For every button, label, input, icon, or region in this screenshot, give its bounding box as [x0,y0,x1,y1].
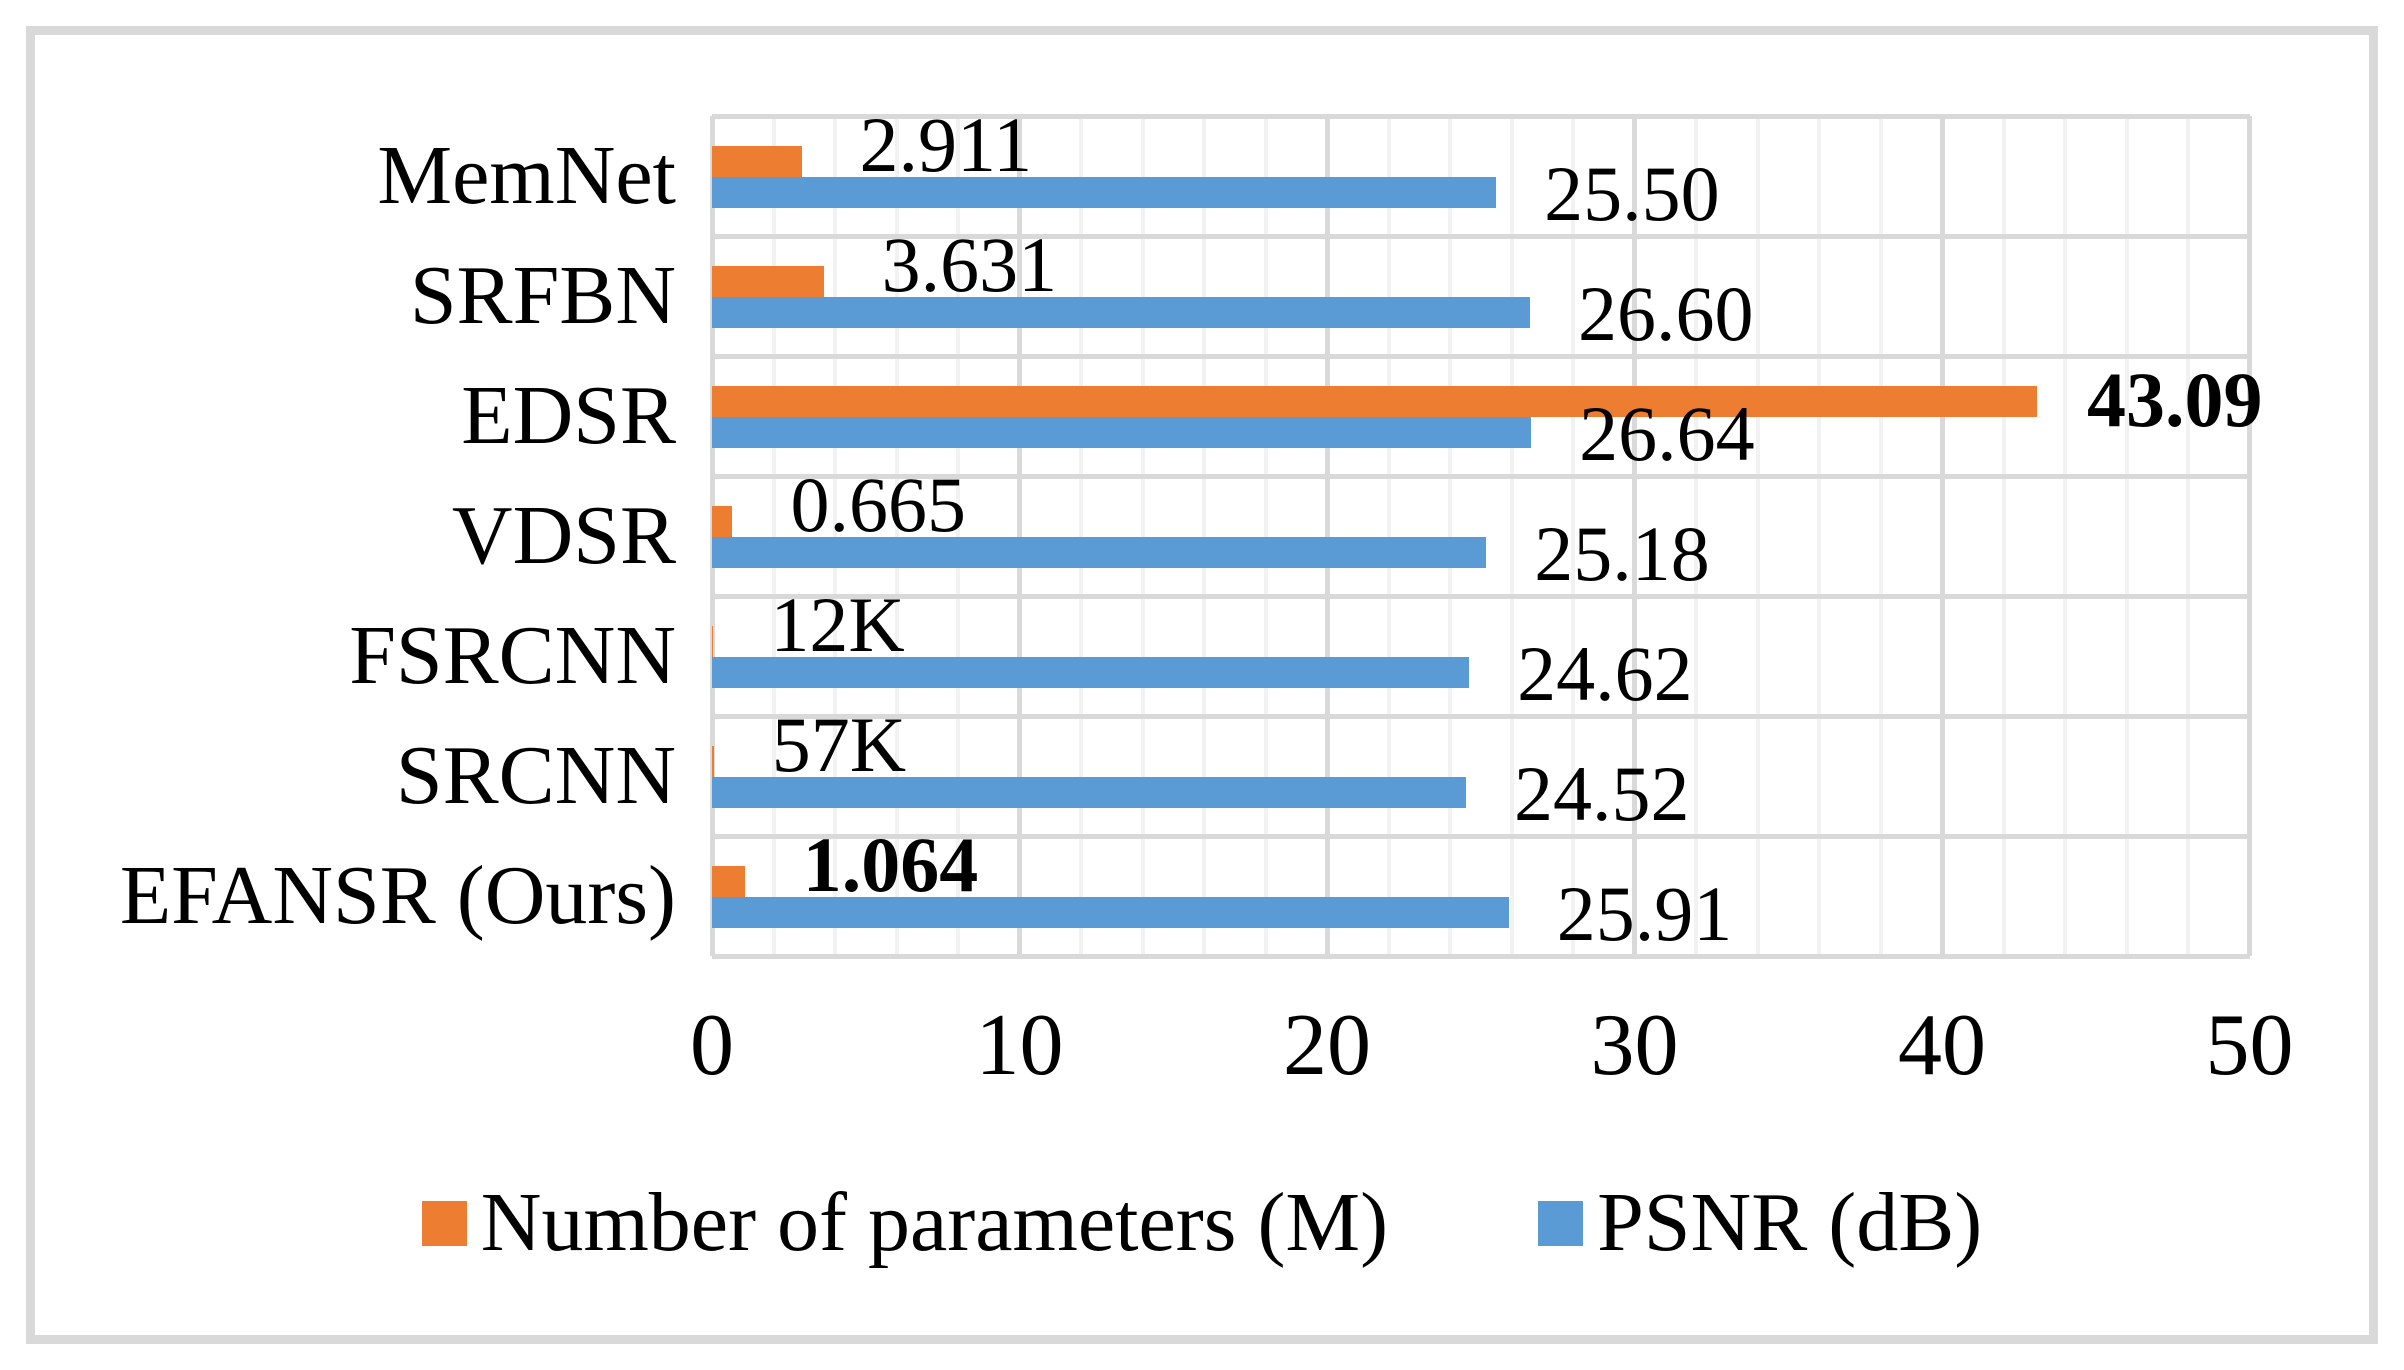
psnr-legend-label: PSNR (dB) [1597,1176,1983,1269]
legend-item-params: Number of parameters (M) [421,1176,1389,1269]
psnr-bar-srcnn [712,777,1466,808]
minor-gridline-24 [1448,116,1452,956]
minor-gridline-4 [833,116,837,956]
params-value-label-vdsr: 0.665 [790,461,966,548]
row-separator-4 [712,593,2250,599]
x-tick-label-40: 40 [1898,997,1986,1094]
minor-gridline-2 [771,116,776,956]
major-gridline-10 [1017,116,1022,956]
params-bar-vdsr [712,506,733,537]
plot-area: 2.911 25.50 3.631 26.60 43.09 26.64 0.665 25.18… [709,105,2263,959]
psnr-value-label-fsrcnn: 24.62 [1517,630,1693,717]
psnr-bar-vdsr [712,537,1487,568]
psnr-value-label-efansr-ours-: 25.91 [1556,870,1733,957]
minor-gridline-38 [1878,116,1883,956]
params-bar-srcnn [712,746,714,777]
params-bar-srfbn [712,266,824,297]
legend: Number of parameters (M) PSNR (dB) [0,1178,2404,1268]
row-separator-7 [712,953,2250,959]
psnr-legend-swatch [1538,1200,1584,1246]
minor-gridline-46 [2124,116,2129,956]
minor-gridline-48 [2186,116,2190,956]
row-separator-1 [712,233,2250,239]
x-tick-label-30: 30 [1590,997,1679,1094]
row-separator-5 [712,713,2250,719]
category-label-memnet: MemNet [377,129,676,222]
x-tick-label-20: 20 [1283,997,1371,1094]
minor-gridline-6 [894,116,899,956]
params-value-label-memnet: 2.911 [859,101,1033,188]
psnr-bar-memnet [712,177,1497,208]
row-separator-2 [712,353,2250,359]
row-separator-6 [712,833,2250,839]
params-legend-swatch [421,1200,467,1246]
psnr-bar-edsr [712,417,1532,448]
psnr-value-label-edsr: 26.64 [1579,390,1755,477]
psnr-value-label-srfbn: 26.60 [1577,270,1754,357]
params-value-label-edsr: 43.09 [2087,356,2263,443]
params-bar-memnet [712,146,802,177]
legend-item-psnr: PSNR (dB) [1538,1178,1982,1268]
params-bar-edsr [712,386,2038,417]
params-value-label-srfbn: 3.631 [881,221,1058,308]
category-label-vdsr: VDSR [451,489,676,582]
minor-gridline-36 [1817,116,1821,956]
category-label-srcnn: SRCNN [395,729,676,822]
minor-gridline-32 [1694,116,1698,956]
psnr-value-label-memnet: 25.50 [1544,150,1720,237]
psnr-bar-fsrcnn [712,657,1470,688]
major-gridline-40 [1939,116,1945,956]
major-gridline-30 [1632,116,1637,956]
psnr-value-label-vdsr: 25.18 [1534,510,1710,597]
minor-gridline-14 [1140,116,1145,956]
minor-gridline-12 [1079,116,1083,956]
category-label-efansr-ours-: EFANSR (Ours) [119,849,676,942]
psnr-bar-srfbn [712,297,1530,328]
minor-gridline-18 [1263,116,1268,956]
row-separator-3 [712,473,2250,479]
major-gridline-50 [2247,116,2252,956]
params-bar-efansr-ours- [712,866,745,897]
minor-gridline-34 [1755,116,1760,956]
params-value-label-fsrcnn: 12K [770,581,905,668]
minor-gridline-42 [2001,116,2006,956]
params-value-label-srcnn: 57K [771,701,907,788]
minor-gridline-44 [2063,116,2067,956]
minor-gridline-16 [1202,116,1206,956]
params-legend-label: Number of parameters (M) [480,1176,1389,1269]
category-label-srfbn: SRFBN [409,249,676,342]
minor-gridline-8 [956,116,960,956]
params-value-label-efansr-ours-: 1.064 [802,821,979,908]
psnr-bar-efansr-ours- [712,897,1509,928]
x-tick-label-50: 50 [2205,997,2294,1094]
minor-gridline-28 [1571,116,1575,956]
row-separator-0 [712,113,2250,119]
x-tick-label-10: 10 [975,997,1064,1094]
category-label-edsr: EDSR [461,369,676,462]
x-tick-label-0: 0 [690,997,734,1094]
minor-gridline-22 [1386,116,1391,956]
minor-gridline-26 [1509,116,1514,956]
psnr-value-label-srcnn: 24.52 [1513,750,1690,837]
category-label-fsrcnn: FSRCNN [349,609,676,702]
major-gridline-20 [1324,116,1330,956]
